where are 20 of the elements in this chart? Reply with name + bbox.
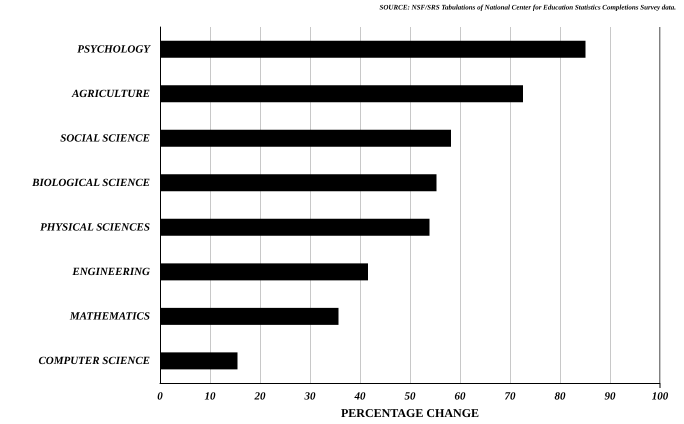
x-tick-label: 40	[354, 390, 366, 403]
x-tick-label: 0	[157, 390, 164, 403]
x-tick-label: 60	[454, 390, 466, 403]
x-tick-label: 50	[404, 390, 416, 403]
y-tick-label: COMPUTER SCIENCE	[38, 354, 150, 367]
y-tick-label: MATHEMATICS	[68, 310, 150, 322]
y-tick-label: PSYCHOLOGY	[77, 43, 152, 56]
x-axis-title: PERCENTAGE CHANGE	[340, 406, 480, 420]
x-tick-label: 90	[604, 390, 616, 403]
x-tick-label: 80	[554, 390, 566, 403]
x-tick-label: 30	[304, 390, 316, 403]
y-tick-label: SOCIAL SCIENCE	[60, 132, 150, 144]
y-tick-label: BIOLOGICAL SCIENCE	[31, 176, 150, 189]
y-tick-label: PHYSICAL SCIENCES	[40, 221, 150, 234]
y-tick-label: AGRICULTURE	[70, 88, 150, 100]
x-tick-label: 20	[254, 390, 266, 403]
x-tick-label: 100	[652, 390, 669, 403]
y-tick-label: ENGINEERING	[71, 266, 150, 278]
x-tick-label: 10	[204, 390, 216, 403]
x-tick-label: 70	[504, 390, 516, 403]
